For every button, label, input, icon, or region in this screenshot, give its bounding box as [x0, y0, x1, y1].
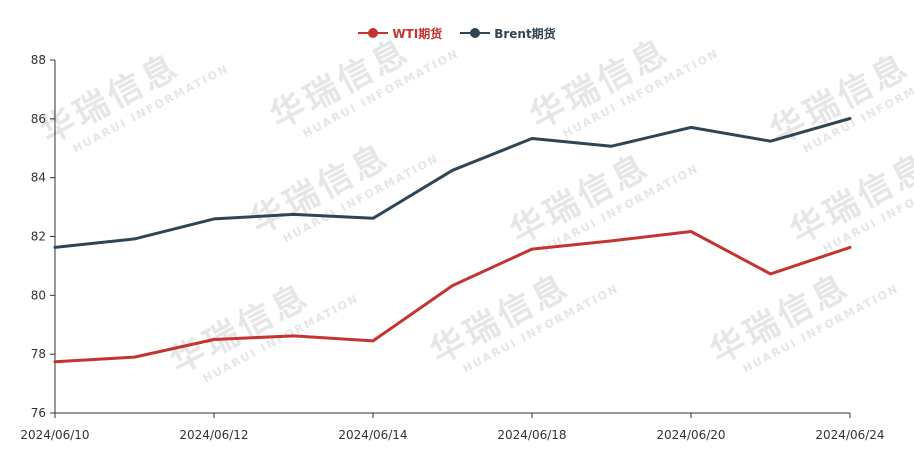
y-tick-label: 88	[31, 53, 46, 67]
legend: WTI期货 Brent期货	[0, 22, 914, 44]
y-tick-label: 78	[31, 347, 46, 361]
legend-item-wti[interactable]: WTI期货	[358, 22, 442, 44]
series-line-0	[53, 230, 852, 364]
data-point	[292, 213, 295, 216]
data-point	[769, 140, 772, 143]
x-tick-label: 2024/06/24	[815, 428, 884, 442]
x-tick-label: 2024/06/12	[179, 428, 248, 442]
data-point	[451, 284, 454, 287]
legend-label-brent: Brent期货	[494, 26, 556, 41]
data-point	[133, 356, 136, 359]
data-point	[690, 126, 693, 129]
x-tick-label: 2024/06/18	[497, 428, 566, 442]
data-point	[690, 230, 693, 233]
data-point	[610, 145, 613, 148]
legend-swatch-brent	[460, 28, 491, 38]
data-point	[849, 246, 852, 249]
data-point	[849, 117, 852, 120]
x-tick-label: 2024/06/10	[20, 428, 89, 442]
y-tick-label: 84	[31, 171, 46, 185]
data-point	[133, 237, 136, 240]
data-point	[610, 239, 613, 242]
data-point	[372, 217, 375, 220]
data-point	[54, 360, 57, 363]
data-point	[213, 338, 216, 341]
data-point	[372, 339, 375, 342]
data-point	[451, 169, 454, 172]
data-point	[213, 217, 216, 220]
legend-item-brent[interactable]: Brent期货	[460, 22, 556, 44]
legend-swatch-wti	[358, 28, 389, 38]
data-point	[292, 334, 295, 337]
y-tick-label: 82	[31, 230, 46, 244]
data-point	[531, 248, 534, 251]
y-tick-label: 86	[31, 112, 46, 126]
series-line-1	[53, 117, 852, 249]
data-point	[54, 246, 57, 249]
series-layer	[53, 117, 852, 364]
axes: 76 78 80 82 84 86 88 2024/06/10 2024/06/12 2024/0…	[20, 53, 884, 442]
y-tick-label: 76	[31, 406, 46, 420]
x-tick-label: 2024/06/20	[656, 428, 725, 442]
data-point	[769, 272, 772, 275]
legend-label-wti: WTI期货	[392, 26, 443, 41]
data-point	[531, 137, 534, 140]
x-tick-label: 2024/06/14	[338, 428, 407, 442]
y-tick-label: 80	[31, 288, 46, 302]
